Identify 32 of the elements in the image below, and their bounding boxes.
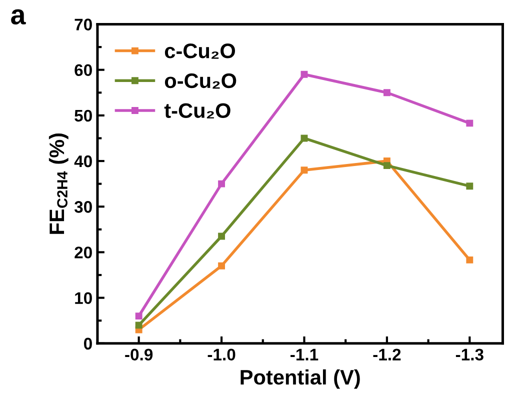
point — [383, 89, 390, 96]
chart-title: a — [11, 9, 26, 25]
x-tick-label: -0.9 — [125, 348, 153, 361]
point — [135, 312, 142, 320]
y-tick-label: 70 — [74, 18, 92, 30]
legend-label: c-Cu₂O — [164, 44, 236, 59]
legend-label: o-Cu₂O — [164, 73, 236, 89]
y-tick-label: 50 — [74, 110, 92, 122]
point — [466, 182, 474, 190]
point — [466, 256, 474, 264]
y-tick-label: 0 — [84, 338, 92, 350]
y-axis-title: FE$_{C2H4}$ (%) — [48, 133, 68, 234]
x-axis-title: Potential (V) — [240, 369, 360, 389]
x-tick-label: -1.3 — [456, 348, 484, 361]
point — [135, 322, 142, 329]
x-tick-label: -1.2 — [373, 348, 401, 360]
point — [383, 162, 390, 170]
point — [300, 70, 308, 78]
point — [218, 180, 226, 188]
y-tick-label: 20 — [74, 246, 92, 258]
point — [218, 232, 226, 240]
y-tick-label: 30 — [74, 201, 92, 213]
y-tick-label: 40 — [74, 155, 92, 168]
y-tick-label: 60 — [74, 64, 92, 76]
point — [466, 120, 474, 127]
x-tick-label: -1.0 — [208, 348, 236, 361]
point — [300, 166, 308, 174]
legend-label: t-Cu₂O — [164, 103, 230, 118]
x-tick-label: -1.1 — [290, 348, 318, 360]
point — [300, 134, 308, 142]
y-tick-label: 10 — [75, 292, 92, 304]
point — [218, 262, 226, 270]
